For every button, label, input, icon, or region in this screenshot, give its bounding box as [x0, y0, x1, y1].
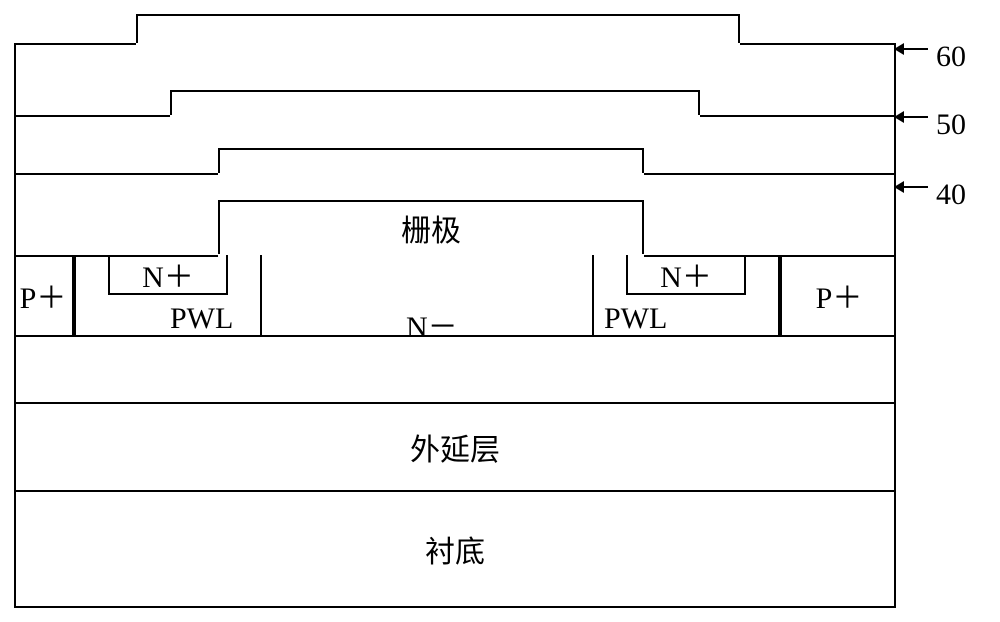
pwl-left-label: PWL — [170, 302, 233, 336]
layer-50-label: 50 — [936, 108, 966, 142]
n-plus-right: N＋ — [626, 255, 746, 295]
n-minus-label: N－ — [406, 302, 458, 346]
p-plus-right: P＋ — [780, 255, 896, 335]
epi-layer: 外延层 — [14, 402, 896, 490]
pwl-right-label: PWL — [604, 302, 667, 336]
gate-region: 栅极 — [218, 200, 644, 254]
p-plus-left: P＋ — [14, 255, 74, 335]
n-plus-left: N＋ — [108, 255, 228, 295]
substrate-layer: 衬底 — [14, 490, 896, 608]
layer-60-label: 60 — [936, 40, 966, 74]
layer-40-label: 40 — [936, 178, 966, 212]
